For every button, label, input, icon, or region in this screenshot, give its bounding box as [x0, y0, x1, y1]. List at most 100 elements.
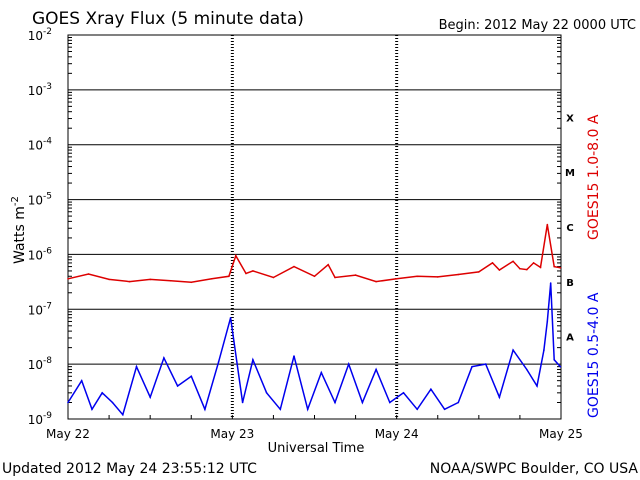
data-point: [228, 275, 230, 278]
data-point: [111, 401, 114, 404]
y-tick-label: 10-8: [28, 356, 53, 372]
x-axis-label: Universal Time: [268, 441, 365, 456]
data-point: [190, 281, 193, 284]
data-point: [334, 276, 336, 279]
data-point: [549, 282, 552, 284]
flare-class-label: A: [566, 333, 574, 344]
grid: [67, 35, 562, 419]
data-point: [122, 413, 124, 416]
x-tick-label: May 25: [539, 427, 583, 441]
data-point: [498, 396, 501, 399]
data-point: [87, 273, 90, 275]
data-point: [101, 392, 103, 394]
data-point: [149, 278, 151, 281]
data-point: [176, 385, 179, 387]
data-point: [347, 363, 350, 365]
series-line-short: [67, 283, 561, 417]
data-point: [217, 361, 220, 363]
y-tick-label: 10-7: [28, 301, 52, 317]
data-point: [204, 408, 206, 411]
data-point: [512, 349, 514, 351]
data-point: [334, 401, 336, 404]
data-point: [532, 262, 535, 264]
y-tick-label: 10-4: [28, 137, 53, 153]
data-point: [437, 276, 439, 278]
data-point: [265, 392, 268, 394]
data-point: [457, 401, 460, 404]
y-tick-exp: -3: [43, 82, 52, 92]
data-point: [543, 349, 545, 351]
data-point: [163, 357, 165, 359]
data-point: [293, 265, 295, 268]
data-point: [498, 269, 501, 271]
legend-series-short: GOES15 0.5-4.0 A: [586, 292, 602, 418]
data-point: [354, 274, 357, 276]
y-tick-base: 10: [28, 194, 43, 208]
y-tick-base: 10: [28, 139, 43, 153]
data-point: [149, 396, 151, 399]
data-point: [536, 385, 538, 387]
data-point: [443, 408, 446, 411]
data-point: [128, 280, 131, 283]
source-credit: NOAA/SWPC Boulder, CO USA: [430, 461, 639, 477]
data-point: [169, 280, 172, 282]
y-tick-exp: -4: [43, 137, 52, 147]
data-point: [539, 266, 542, 269]
y-tick-label: 10-9: [28, 411, 53, 427]
data-point: [135, 365, 138, 368]
x-tick-label: May 22: [46, 427, 90, 441]
y-tick-base: 10: [28, 84, 43, 98]
data-point: [519, 267, 521, 270]
plot-frame: [67, 34, 562, 420]
data-point: [229, 317, 232, 319]
data-point: [235, 254, 237, 257]
data-point: [430, 388, 432, 391]
data-point: [327, 263, 330, 266]
data-point: [484, 363, 487, 365]
y-tick-label: 10-2: [28, 27, 52, 43]
data-point: [553, 265, 555, 268]
y-tick-base: 10: [28, 29, 43, 43]
x-tick-labels: May 22 May 23 May 24 May 25: [46, 427, 583, 441]
flare-class-label: M: [565, 168, 575, 179]
y-tick-label: 10-5: [28, 192, 52, 208]
flare-class-label: B: [566, 278, 574, 289]
data-point: [546, 320, 549, 323]
data-point: [67, 278, 69, 280]
data-point: [526, 268, 528, 271]
data-point: [272, 276, 275, 279]
plot-area: [67, 34, 562, 420]
y-tick-base: 10: [28, 413, 43, 427]
x-tick-label: May 23: [210, 427, 254, 441]
data-point: [402, 392, 405, 394]
data-point: [457, 273, 460, 276]
y-tick-label: 10-6: [28, 246, 53, 262]
data-point: [241, 401, 244, 404]
data-point: [389, 401, 391, 404]
data-point: [512, 260, 514, 263]
series-line-long: [67, 224, 561, 284]
data-point: [416, 275, 419, 278]
y-tick-exp: -5: [43, 192, 52, 202]
updated-timestamp: Updated 2012 May 24 23:55:12 UTC: [2, 461, 257, 477]
data-point: [526, 368, 528, 371]
y-tick-base: 10: [28, 248, 43, 262]
y-tick-exp: -9: [43, 411, 52, 421]
y-tick-base: 10: [28, 303, 43, 317]
data-point: [375, 280, 377, 283]
series-group: [67, 223, 562, 417]
y-tick-exp: -2: [43, 27, 52, 37]
flare-class-labels: X M C B A: [565, 113, 575, 343]
data-point: [279, 408, 282, 411]
y-tick-base: 10: [28, 358, 43, 372]
y-axis-label: Watts m-2: [10, 196, 28, 264]
data-point: [395, 278, 398, 280]
data-point: [313, 275, 316, 278]
data-point: [306, 408, 309, 411]
begin-time: Begin: 2012 May 22 0000 UTC: [439, 18, 636, 33]
data-point: [361, 401, 364, 404]
x-tick-label: May 24: [375, 427, 419, 441]
data-point: [108, 278, 110, 281]
data-point: [67, 401, 69, 404]
